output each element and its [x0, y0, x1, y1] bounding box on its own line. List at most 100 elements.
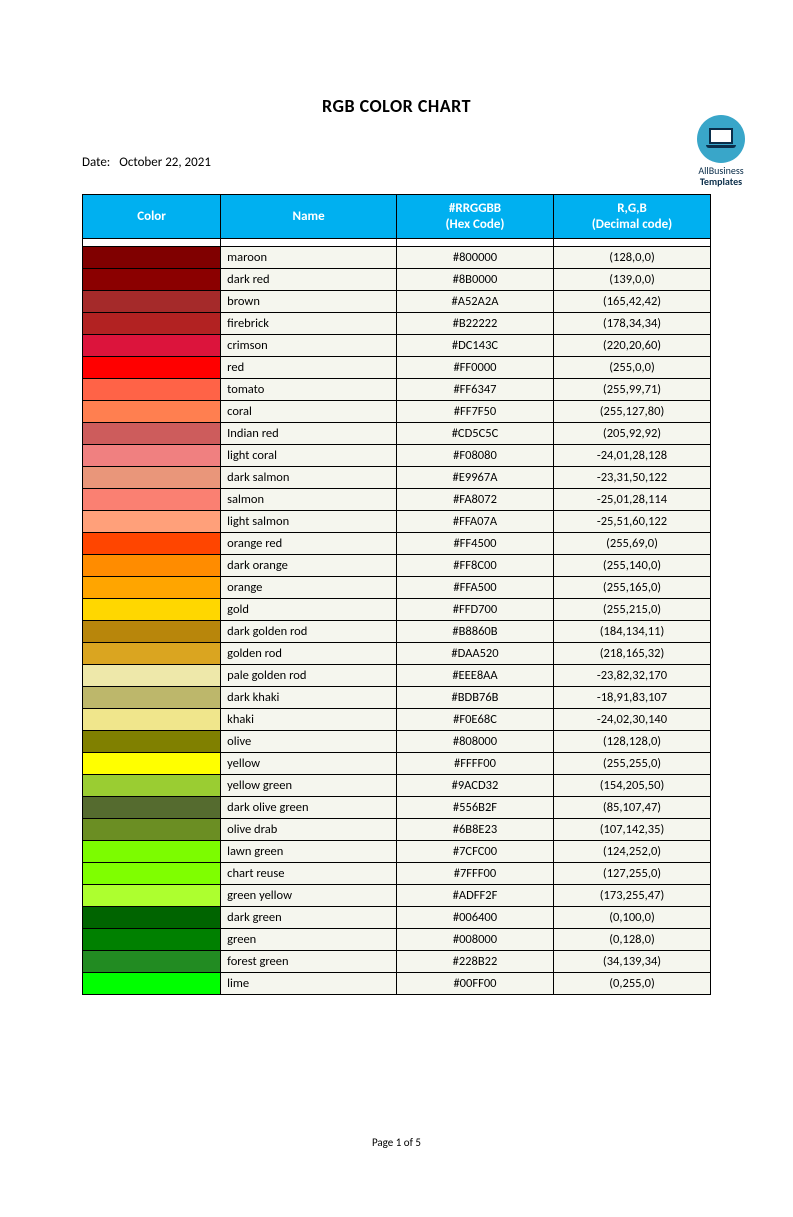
- color-swatch: [83, 907, 221, 929]
- color-name: yellow: [221, 753, 397, 775]
- color-decimal: (255,69,0): [553, 533, 710, 555]
- color-swatch: [83, 423, 221, 445]
- color-name: maroon: [221, 247, 397, 269]
- color-hex: #00FF00: [396, 973, 553, 995]
- color-swatch: [83, 621, 221, 643]
- color-name: crimson: [221, 335, 397, 357]
- color-decimal: -25,01,28,114: [553, 489, 710, 511]
- logo-line2: Templates: [700, 175, 742, 188]
- color-name: dark red: [221, 269, 397, 291]
- color-name: orange red: [221, 533, 397, 555]
- color-decimal: (205,92,92): [553, 423, 710, 445]
- color-hex: #FFA07A: [396, 511, 553, 533]
- color-decimal: (255,215,0): [553, 599, 710, 621]
- table-row: olive#808000(128,128,0): [83, 731, 711, 753]
- color-swatch: [83, 379, 221, 401]
- color-hex: #7CFC00: [396, 841, 553, 863]
- color-swatch: [83, 357, 221, 379]
- color-table: Color Name #RRGGBB (Hex Code) R,G,B (Dec…: [82, 194, 711, 995]
- table-row: coral#FF7F50(255,127,80): [83, 401, 711, 423]
- table-row: firebrick#B22222(178,34,34): [83, 313, 711, 335]
- color-hex: #FF7F50: [396, 401, 553, 423]
- color-name: khaki: [221, 709, 397, 731]
- color-decimal: -23,82,32,170: [553, 665, 710, 687]
- color-hex: #FF4500: [396, 533, 553, 555]
- color-hex: #CD5C5C: [396, 423, 553, 445]
- color-swatch: [83, 929, 221, 951]
- color-swatch: [83, 753, 221, 775]
- color-decimal: (154,205,50): [553, 775, 710, 797]
- header-row: Color Name #RRGGBB (Hex Code) R,G,B (Dec…: [83, 195, 711, 239]
- header-dec: R,G,B (Decimal code): [553, 195, 710, 239]
- color-hex: #006400: [396, 907, 553, 929]
- table-row: crimson#DC143C(220,20,60): [83, 335, 711, 357]
- table-row: yellow green#9ACD32(154,205,50): [83, 775, 711, 797]
- color-hex: #EEE8AA: [396, 665, 553, 687]
- color-name: pale golden rod: [221, 665, 397, 687]
- color-decimal: (107,142,35): [553, 819, 710, 841]
- table-row: dark khaki#BDB76B-18,91,83,107: [83, 687, 711, 709]
- color-name: forest green: [221, 951, 397, 973]
- color-name: green yellow: [221, 885, 397, 907]
- color-swatch: [83, 555, 221, 577]
- color-decimal: (255,127,80): [553, 401, 710, 423]
- color-name: red: [221, 357, 397, 379]
- color-name: olive drab: [221, 819, 397, 841]
- color-decimal: (255,99,71): [553, 379, 710, 401]
- logo-circle-icon: [697, 115, 745, 163]
- color-swatch: [83, 973, 221, 995]
- color-hex: #808000: [396, 731, 553, 753]
- laptop-icon: [706, 128, 736, 150]
- header-hex: #RRGGBB (Hex Code): [396, 195, 553, 239]
- page-title: RGB COLOR CHART: [0, 95, 793, 117]
- color-decimal: (255,165,0): [553, 577, 710, 599]
- color-decimal: -24,02,30,140: [553, 709, 710, 731]
- header-name: Name: [221, 195, 397, 239]
- color-hex: #F08080: [396, 445, 553, 467]
- color-decimal: (218,165,32): [553, 643, 710, 665]
- color-decimal: (173,255,47): [553, 885, 710, 907]
- color-decimal: (128,0,0): [553, 247, 710, 269]
- color-decimal: -25,51,60,122: [553, 511, 710, 533]
- color-name: lawn green: [221, 841, 397, 863]
- color-decimal: (165,42,42): [553, 291, 710, 313]
- table-row: dark golden rod#B8860B(184,134,11): [83, 621, 711, 643]
- table-row: lime#00FF00(0,255,0): [83, 973, 711, 995]
- color-swatch: [83, 841, 221, 863]
- color-hex: #8B0000: [396, 269, 553, 291]
- color-swatch: [83, 313, 221, 335]
- color-decimal: (34,139,34): [553, 951, 710, 973]
- color-name: dark golden rod: [221, 621, 397, 643]
- color-hex: #A52A2A: [396, 291, 553, 313]
- brand-logo: AllBusiness Templates: [697, 115, 745, 187]
- table-row: light salmon#FFA07A-25,51,60,122: [83, 511, 711, 533]
- color-decimal: (127,255,0): [553, 863, 710, 885]
- date-line: Date: October 22, 2021: [82, 155, 793, 170]
- color-decimal: -24,01,28,128: [553, 445, 710, 467]
- color-swatch: [83, 467, 221, 489]
- color-hex: #DC143C: [396, 335, 553, 357]
- color-hex: #FFD700: [396, 599, 553, 621]
- color-hex: #7FFF00: [396, 863, 553, 885]
- color-swatch: [83, 687, 221, 709]
- table-row: lawn green#7CFC00(124,252,0): [83, 841, 711, 863]
- table-row: Indian red#CD5C5C(205,92,92): [83, 423, 711, 445]
- color-name: dark khaki: [221, 687, 397, 709]
- color-decimal: (255,140,0): [553, 555, 710, 577]
- table-row: olive drab#6B8E23(107,142,35): [83, 819, 711, 841]
- color-swatch: [83, 863, 221, 885]
- color-hex: #228B22: [396, 951, 553, 973]
- date-value: October 22, 2021: [119, 155, 211, 170]
- color-hex: #556B2F: [396, 797, 553, 819]
- spacer-row: [83, 239, 711, 247]
- color-hex: #B8860B: [396, 621, 553, 643]
- color-hex: #FF6347: [396, 379, 553, 401]
- color-swatch: [83, 577, 221, 599]
- table-row: brown#A52A2A(165,42,42): [83, 291, 711, 313]
- color-swatch: [83, 797, 221, 819]
- color-hex: #FA8072: [396, 489, 553, 511]
- color-swatch: [83, 599, 221, 621]
- color-name: Indian red: [221, 423, 397, 445]
- table-row: dark orange#FF8C00(255,140,0): [83, 555, 711, 577]
- table-row: dark red#8B0000(139,0,0): [83, 269, 711, 291]
